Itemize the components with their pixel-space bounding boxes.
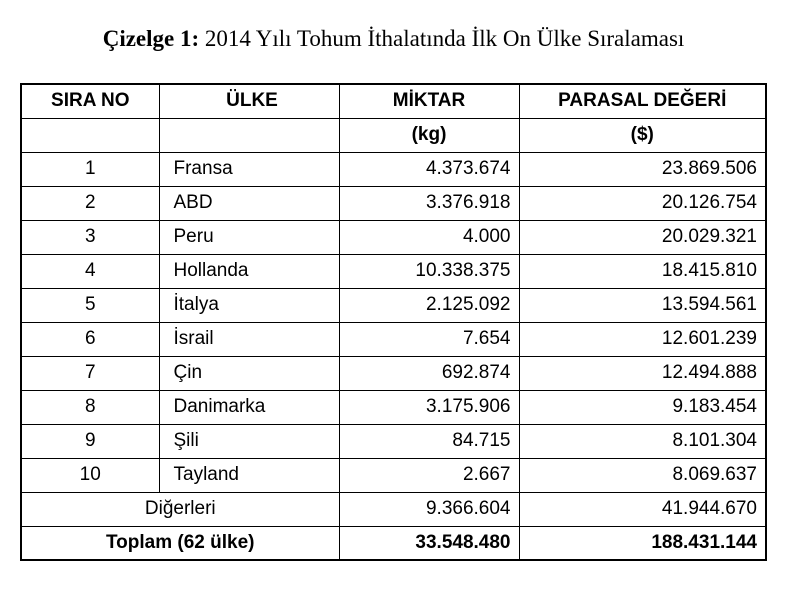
cell: İsrail <box>158 321 340 357</box>
cell: 6 <box>20 321 160 357</box>
cell: ÜLKE <box>158 83 340 119</box>
cell: 8 <box>20 389 160 425</box>
cell: ABD <box>158 185 340 221</box>
data-row: 5 İtalya 2.125.092 13.594.561 <box>20 287 767 323</box>
table: SIRA NO ÜLKE MİKTAR PARASAL DEĞERİ (kg) ($) 1 F… <box>20 83 767 561</box>
cell: 2.125.092 <box>338 287 520 323</box>
cell: Diğerleri <box>20 491 340 527</box>
cell: 3.175.906 <box>338 389 520 425</box>
cell: Toplam (62 ülke) <box>20 525 340 561</box>
caption-text: 2014 Yılı Tohum İthalatında İlk On Ülke … <box>204 26 685 51</box>
cell: 41.944.670 <box>518 491 767 527</box>
cell: Tayland <box>158 457 340 493</box>
cell: İtalya <box>158 287 340 323</box>
cell: Fransa <box>158 151 340 187</box>
cell: SIRA NO <box>20 83 160 119</box>
data-row: 8 Danimarka 3.175.906 9.183.454 <box>20 389 767 425</box>
cell: 1 <box>20 151 160 187</box>
cell: 4.373.674 <box>338 151 520 187</box>
caption: Çizelge 1: 2014 Yılı Tohum İthalatında İ… <box>0 26 787 52</box>
data-row: 1 Fransa 4.373.674 23.869.506 <box>20 151 767 187</box>
cell: 13.594.561 <box>518 287 767 323</box>
cell: 7.654 <box>338 321 520 357</box>
cell: 692.874 <box>338 355 520 391</box>
data-row: 7 Çin 692.874 12.494.888 <box>20 355 767 391</box>
header-row: SIRA NO ÜLKE MİKTAR PARASAL DEĞERİ <box>20 83 767 119</box>
cell: ($) <box>518 117 767 153</box>
cell: 4.000 <box>338 219 520 255</box>
data-row: 10 Tayland 2.667 8.069.637 <box>20 457 767 493</box>
cell: MİKTAR <box>338 83 520 119</box>
cell: 20.029.321 <box>518 219 767 255</box>
cell: 3.376.918 <box>338 185 520 221</box>
cell: 8.069.637 <box>518 457 767 493</box>
cell: 12.601.239 <box>518 321 767 357</box>
cell: 7 <box>20 355 160 391</box>
data-row: 3 Peru 4.000 20.029.321 <box>20 219 767 255</box>
cell: 23.869.506 <box>518 151 767 187</box>
data-row: 9 Şili 84.715 8.101.304 <box>20 423 767 459</box>
cell: Hollanda <box>158 253 340 289</box>
cell <box>158 117 340 153</box>
cell: 8.101.304 <box>518 423 767 459</box>
cell: Danimarka <box>158 389 340 425</box>
data-row: 6 İsrail 7.654 12.601.239 <box>20 321 767 357</box>
data-row: 2 ABD 3.376.918 20.126.754 <box>20 185 767 221</box>
cell: 12.494.888 <box>518 355 767 391</box>
units-row: (kg) ($) <box>20 117 767 153</box>
cell: 9 <box>20 423 160 459</box>
table-body: SIRA NO ÜLKE MİKTAR PARASAL DEĞERİ (kg) ($) 1 F… <box>20 83 767 561</box>
cell: 9.366.604 <box>338 491 520 527</box>
cell: Şili <box>158 423 340 459</box>
cell: 10.338.375 <box>338 253 520 289</box>
data-row: 4 Hollanda 10.338.375 18.415.810 <box>20 253 767 289</box>
cell: 33.548.480 <box>338 525 520 561</box>
cell: Peru <box>158 219 340 255</box>
total-row: Toplam (62 ülke) 33.548.480 188.431.144 <box>20 525 767 561</box>
cell: 20.126.754 <box>518 185 767 221</box>
cell: PARASAL DEĞERİ <box>518 83 767 119</box>
cell: 2.667 <box>338 457 520 493</box>
cell: 188.431.144 <box>518 525 767 561</box>
cell: (kg) <box>338 117 520 153</box>
cell: 9.183.454 <box>518 389 767 425</box>
others-row: Diğerleri 9.366.604 41.944.670 <box>20 491 767 527</box>
cell: 18.415.810 <box>518 253 767 289</box>
cell: 10 <box>20 457 160 493</box>
cell: 5 <box>20 287 160 323</box>
cell <box>20 117 160 153</box>
cell: 84.715 <box>338 423 520 459</box>
cell: Çin <box>158 355 340 391</box>
cell: 4 <box>20 253 160 289</box>
caption-label: Çizelge 1: <box>102 26 200 51</box>
cell: 2 <box>20 185 160 221</box>
cell: 3 <box>20 219 160 255</box>
